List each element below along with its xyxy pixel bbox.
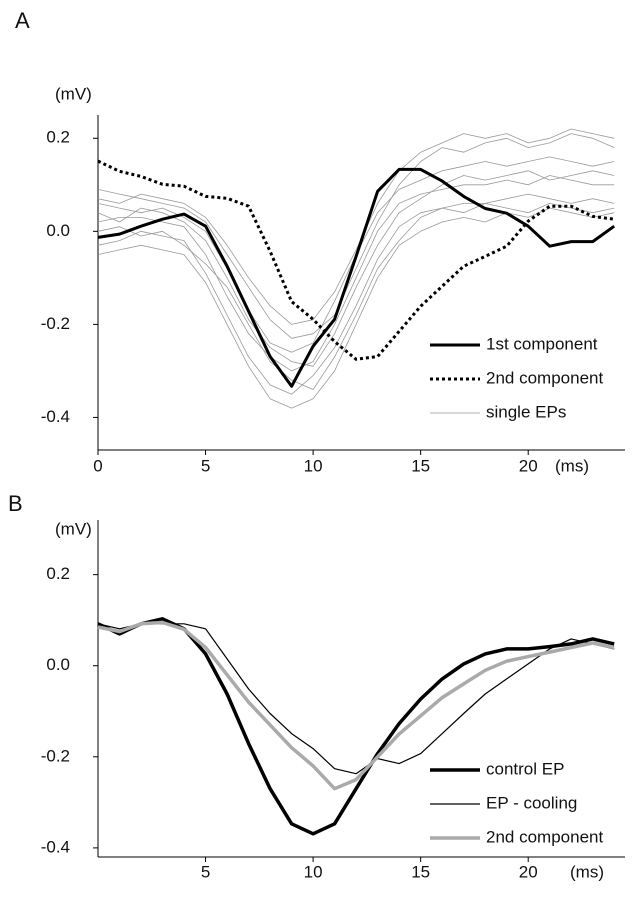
panel-label: B [8, 491, 23, 516]
x-tick-label: 20 [519, 862, 538, 881]
series-line [97, 167, 616, 388]
series-line [97, 159, 615, 361]
x-tick-label: 5 [201, 456, 210, 475]
series-line [97, 128, 615, 325]
y-tick-label: 0.0 [46, 655, 70, 674]
legend-label: 1st component [486, 334, 598, 353]
y-axis-label: (mV) [55, 519, 92, 538]
series-line [97, 193, 615, 395]
panel-label: A [15, 8, 30, 33]
legend-label: single EPs [486, 402, 566, 421]
legend-label: EP - cooling [486, 793, 577, 812]
series-line [97, 623, 615, 775]
legend-label: 2nd component [486, 827, 603, 846]
x-tick-label: 15 [411, 862, 430, 881]
series-line [97, 207, 615, 409]
x-tick-label: 15 [411, 456, 430, 475]
x-tick-label: 10 [304, 456, 323, 475]
y-tick-label: -0.2 [41, 314, 70, 333]
x-tick-label: 10 [304, 862, 323, 881]
x-tick-label: 20 [519, 456, 538, 475]
y-tick-label: -0.4 [41, 407, 70, 426]
y-axis-label: (mV) [55, 84, 92, 103]
series-line [97, 175, 615, 372]
series-line [97, 620, 615, 791]
y-tick-label: -0.2 [41, 746, 70, 765]
y-tick-label: 0.0 [46, 221, 70, 240]
y-tick-label: -0.4 [41, 837, 70, 856]
legend-label: 2nd component [486, 368, 603, 387]
x-tick-label: 0 [93, 456, 102, 475]
series-line [97, 203, 615, 390]
x-tick-label: 5 [201, 862, 210, 881]
y-tick-label: 0.2 [46, 564, 70, 583]
legend-label: control EP [486, 759, 564, 778]
x-axis-label: (ms) [570, 862, 604, 881]
y-tick-label: 0.2 [46, 128, 70, 147]
x-axis-label: (ms) [555, 456, 589, 475]
series-line [97, 170, 615, 367]
series-line [97, 133, 615, 339]
